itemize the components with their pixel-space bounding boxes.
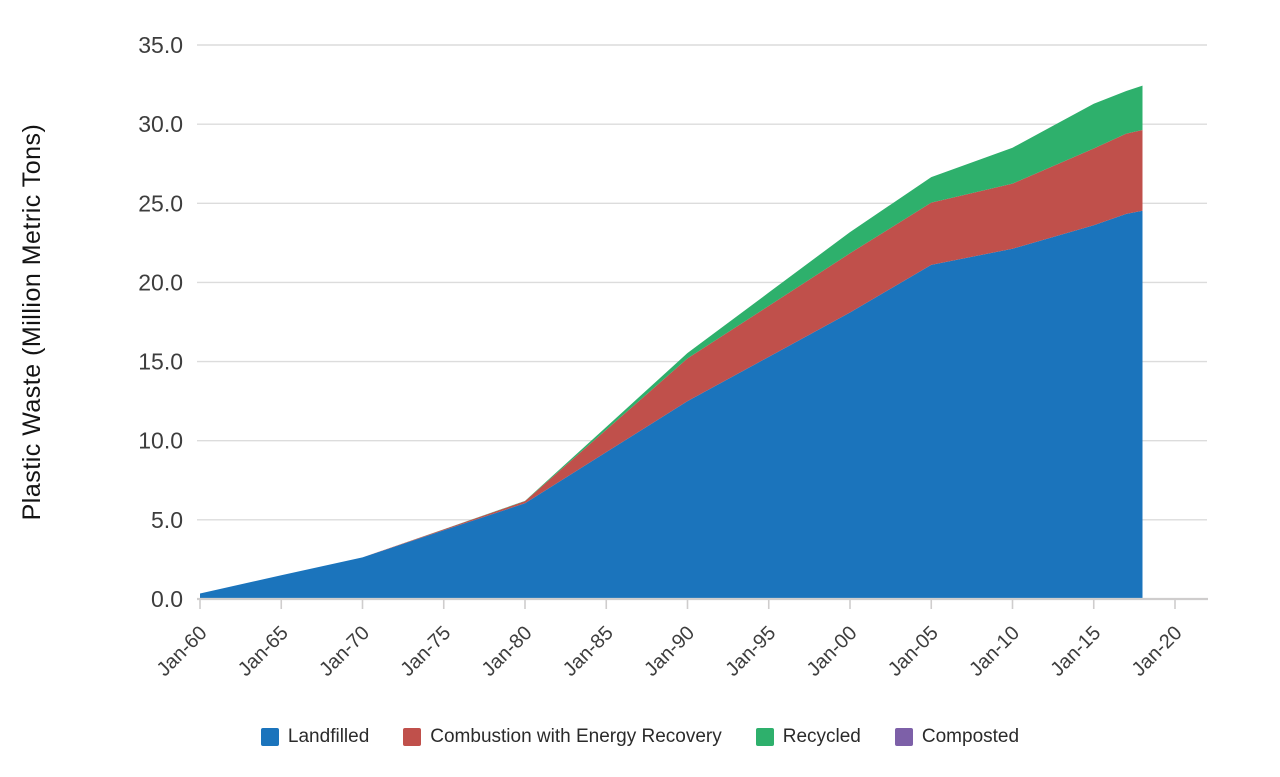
legend-item-recycled: Recycled bbox=[755, 726, 861, 748]
chart-legend: Landfilled Combustion with Energy Recover… bbox=[0, 726, 1280, 748]
y-tick-label: 10.0 bbox=[138, 428, 183, 454]
x-tick-label: Jan-95 bbox=[721, 622, 780, 681]
legend-swatch-landfilled bbox=[260, 728, 279, 746]
y-tick-labels: 0.0 5.0 10.0 15.0 20.0 25.0 30.0 35.0 bbox=[138, 32, 183, 612]
x-axis bbox=[197, 597, 1208, 609]
x-tick-label: Jan-85 bbox=[559, 622, 618, 681]
area-recycled bbox=[200, 85, 1143, 594]
legend-label-landfilled: Landfilled bbox=[287, 726, 370, 747]
x-tick-label: Jan-70 bbox=[315, 622, 374, 681]
y-tick-label: 0.0 bbox=[151, 586, 183, 612]
legend-label-composted: Composted bbox=[921, 726, 1020, 747]
x-tick-label: Jan-05 bbox=[884, 622, 943, 681]
x-tick-label: Jan-90 bbox=[640, 622, 699, 681]
stacked-areas bbox=[200, 85, 1143, 599]
y-axis-title: Plastic Waste (Million Metric Tons) bbox=[18, 124, 46, 521]
x-tick-label: Jan-65 bbox=[234, 622, 293, 681]
y-tick-label: 15.0 bbox=[138, 349, 183, 375]
y-tick-label: 5.0 bbox=[151, 507, 183, 533]
legend-swatch-combustion-with-energy-recovery bbox=[403, 728, 422, 746]
x-tick-label: Jan-80 bbox=[478, 622, 537, 681]
x-tick-label: Jan-15 bbox=[1046, 622, 1105, 681]
x-tick-labels: Jan-60 Jan-65 Jan-70 Jan-75 Jan-80 Jan-85 Jan-… bbox=[153, 622, 1187, 681]
legend-label-recycled: Recycled bbox=[782, 726, 861, 747]
y-tick-label: 35.0 bbox=[138, 32, 183, 58]
legend-item-combustion-with-energy-recovery: Combustion with Energy Recovery bbox=[403, 726, 722, 748]
legend-swatch-composted bbox=[894, 728, 913, 746]
x-tick-label: Jan-75 bbox=[396, 622, 455, 681]
area-landfilled bbox=[200, 210, 1143, 599]
legend-swatch-recycled bbox=[755, 728, 774, 746]
x-tick-label: Jan-20 bbox=[1128, 622, 1187, 681]
legend-item-composted: Composted bbox=[894, 726, 1020, 748]
stacked-area-chart-canvas: 0.05.010.015.020.025.030.035.0 Jan-60 Jan… bbox=[18, 32, 1208, 681]
y-tick-label: 25.0 bbox=[138, 190, 183, 216]
x-tick-label: Jan-60 bbox=[153, 622, 212, 681]
legend-label-combustion-with-energy-recovery: Combustion with Energy Recovery bbox=[430, 726, 722, 747]
x-tick-label: Jan-00 bbox=[803, 622, 862, 681]
y-tick-label: 20.0 bbox=[138, 269, 183, 295]
legend-item-landfilled: Landfilled bbox=[260, 726, 370, 748]
x-tick-label: Jan-10 bbox=[965, 622, 1024, 681]
y-tick-label: 30.0 bbox=[138, 111, 183, 137]
area-combustion-with-energy-recovery bbox=[200, 129, 1143, 594]
